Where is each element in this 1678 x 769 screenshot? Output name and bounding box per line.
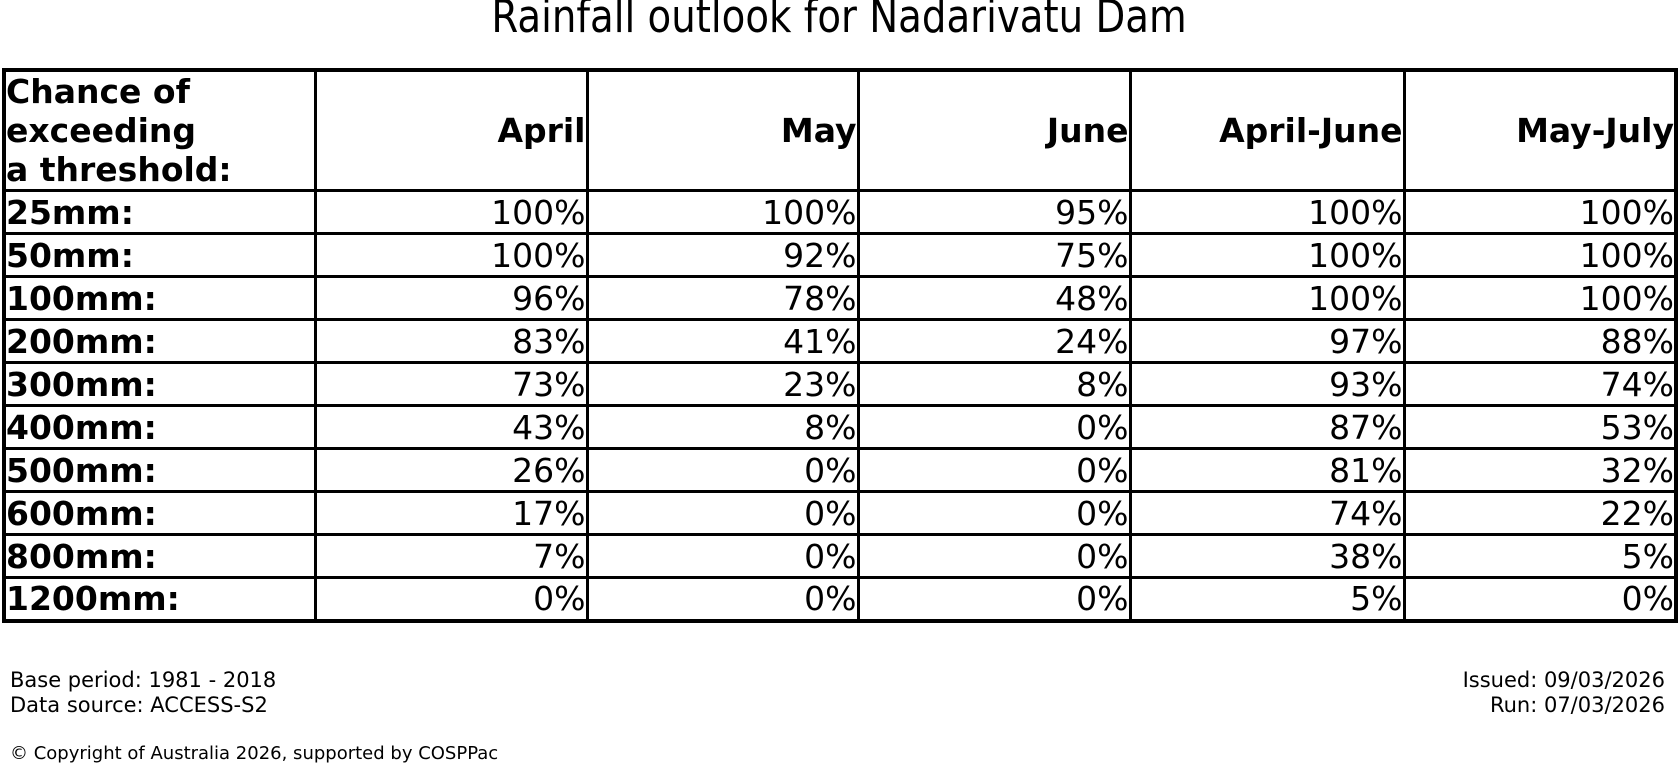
value-cell: 32% [1402,447,1678,493]
value-cell: 81% [1128,447,1406,493]
value-cell: 0% [856,404,1132,450]
threshold-label: 1200mm: [2,576,317,622]
value-cell: 74% [1402,361,1678,407]
threshold-label: 600mm: [2,490,317,536]
issued-date-text: Issued: 09/03/2026 [1462,668,1665,692]
value-cell: 0% [585,576,860,622]
footer-left: Base period: 1981 - 2018 Data source: AC… [10,668,276,718]
base-period-text: Base period: 1981 - 2018 [10,668,277,692]
value-cell: 0% [585,447,860,493]
rainfall-outlook-table: Chance of exceeding a threshold: April M… [2,68,1678,623]
table-header-row: Chance of exceeding a threshold: April M… [2,68,1678,192]
run-date-text: Run: 07/03/2026 [1489,693,1665,717]
value-cell: 100% [1402,275,1678,321]
value-cell: 41% [585,318,860,364]
value-cell: 5% [1402,533,1678,579]
page-title: Rainfall outlook for Nadarivatu Dam [491,0,1187,43]
value-cell: 100% [585,189,860,235]
value-cell: 26% [313,447,589,493]
value-cell: 92% [585,232,860,278]
table-row-50mm: 50mm: 100% 92% 75% 100% 100% [2,232,1678,278]
value-cell: 8% [856,361,1132,407]
table-row-300mm: 300mm: 73% 23% 8% 93% 74% [2,361,1678,407]
corner-header-cell: Chance of exceeding a threshold: [2,68,317,192]
value-cell: 100% [1402,232,1678,278]
value-cell: 74% [1128,490,1406,536]
threshold-label: 200mm: [2,318,317,364]
threshold-label: 400mm: [2,404,317,450]
column-header-april-june: April-June [1128,68,1406,192]
value-cell: 100% [313,232,589,278]
corner-line-1: Chance of [6,72,190,111]
table-row-400mm: 400mm: 43% 8% 0% 87% 53% [2,404,1678,450]
value-cell: 87% [1128,404,1406,450]
value-cell: 0% [585,490,860,536]
value-cell: 0% [856,533,1132,579]
value-cell: 100% [313,189,589,235]
value-cell: 96% [313,275,589,321]
threshold-label: 800mm: [2,533,317,579]
value-cell: 100% [1128,232,1406,278]
value-cell: 17% [313,490,589,536]
value-cell: 43% [313,404,589,450]
value-cell: 100% [1402,189,1678,235]
value-cell: 78% [585,275,860,321]
value-cell: 88% [1402,318,1678,364]
value-cell: 97% [1128,318,1406,364]
threshold-label: 300mm: [2,361,317,407]
value-cell: 0% [313,576,589,622]
value-cell: 93% [1128,361,1406,407]
value-cell: 8% [585,404,860,450]
value-cell: 0% [856,490,1132,536]
value-cell: 0% [856,576,1132,622]
value-cell: 23% [585,361,860,407]
value-cell: 53% [1402,404,1678,450]
value-cell: 75% [856,232,1132,278]
value-cell: 73% [313,361,589,407]
copyright-text: © Copyright of Australia 2026, supported… [10,743,499,764]
table-row-1200mm: 1200mm: 0% 0% 0% 5% 0% [2,576,1678,622]
value-cell: 0% [856,447,1132,493]
column-header-may-july: May-July [1402,68,1678,192]
column-header-june: June [856,68,1132,192]
value-cell: 83% [313,318,589,364]
value-cell: 100% [1128,275,1406,321]
value-cell: 38% [1128,533,1406,579]
threshold-label: 25mm: [2,189,317,235]
value-cell: 95% [856,189,1132,235]
footer-right: Issued: 09/03/2026 Run: 07/03/2026 [1463,668,1665,718]
table-row-200mm: 200mm: 83% 41% 24% 97% 88% [2,318,1678,364]
value-cell: 5% [1128,576,1406,622]
corner-line-3: a threshold: [6,150,232,189]
value-cell: 0% [1402,576,1678,622]
value-cell: 0% [585,533,860,579]
column-header-may: May [585,68,860,192]
threshold-label: 100mm: [2,275,317,321]
threshold-label: 500mm: [2,447,317,493]
value-cell: 24% [856,318,1132,364]
data-source-text: Data source: ACCESS-S2 [10,693,268,717]
threshold-label: 50mm: [2,232,317,278]
value-cell: 22% [1402,490,1678,536]
table-row-100mm: 100mm: 96% 78% 48% 100% 100% [2,275,1678,321]
value-cell: 100% [1128,189,1406,235]
table-row-25mm: 25mm: 100% 100% 95% 100% 100% [2,189,1678,235]
column-header-april: April [313,68,589,192]
table-row-800mm: 800mm: 7% 0% 0% 38% 5% [2,533,1678,579]
value-cell: 7% [313,533,589,579]
table-row-500mm: 500mm: 26% 0% 0% 81% 32% [2,447,1678,493]
corner-line-2: exceeding [6,111,197,150]
value-cell: 48% [856,275,1132,321]
table-row-600mm: 600mm: 17% 0% 0% 74% 22% [2,490,1678,536]
